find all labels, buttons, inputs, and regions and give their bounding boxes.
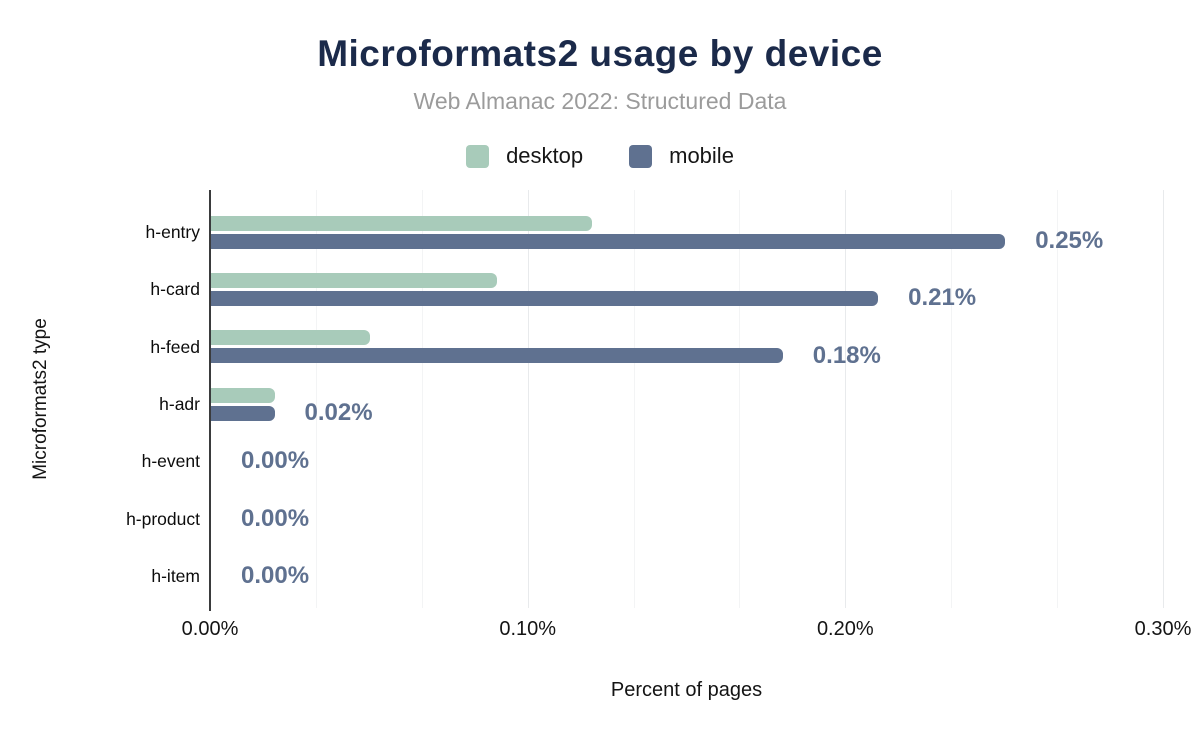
desktop-bar-h-entry [211,215,593,231]
x-tick-label: 0.20% [816,618,874,640]
gridline-major [1163,190,1164,608]
x-tick-label: 0.00% [181,618,239,640]
value-label-h-item: 0.00% [241,562,310,589]
legend-label-desktop: desktop [506,143,584,168]
value-label-h-feed: 0.18% [812,341,881,369]
gridline-minor [951,190,953,608]
legend-label-mobile: mobile [669,143,734,168]
legend: desktop mobile [0,141,1200,171]
value-label-h-entry: 0.25% [1035,227,1104,254]
value-label-h-event: 0.00% [241,447,310,475]
mobile-bar-h-entry [211,233,1006,249]
desktop-bar-h-feed [211,330,370,346]
gridline-minor [633,190,635,608]
gridline-minor [315,190,317,608]
mobile-bar-h-card [211,290,879,306]
legend-item-desktop: desktop [466,143,583,169]
mobile-bar-h-adr [211,405,275,421]
y-axis-line [209,190,211,611]
category-label-h-product: h-product [126,508,200,529]
category-label-h-entry: h-entry [145,222,200,242]
value-label-h-card: 0.21% [908,284,977,312]
value-label-h-product: 0.00% [241,504,310,532]
chart-title: Microformats2 usage by device [317,33,883,74]
gridline-major [527,190,529,608]
gridline-major [845,190,847,608]
chart-subtitle: Web Almanac 2022: Structured Data [413,88,787,114]
legend-item-mobile: mobile [629,143,734,169]
gridline-minor [421,190,423,608]
category-label-h-card: h-card [150,279,200,300]
x-tick-label: 0.10% [499,618,557,640]
gridline-minor [1057,190,1059,608]
desktop-swatch-icon [466,144,490,168]
y-axis-title: Microformats2 type [30,318,51,480]
category-label-h-event: h-event [141,451,200,472]
desktop-bar-h-card [211,272,497,288]
x-axis-title: Percent of pages [610,679,763,701]
x-tick-label: 0.30% [1134,618,1192,640]
category-label-h-adr: h-adr [159,394,200,414]
mobile-swatch-icon [629,144,653,168]
desktop-bar-h-adr [211,387,275,403]
category-label-h-item: h-item [151,566,200,586]
gridline-minor [739,190,741,608]
value-label-h-adr: 0.02% [304,399,373,426]
category-label-h-feed: h-feed [150,336,200,357]
mobile-bar-h-feed [211,348,783,364]
